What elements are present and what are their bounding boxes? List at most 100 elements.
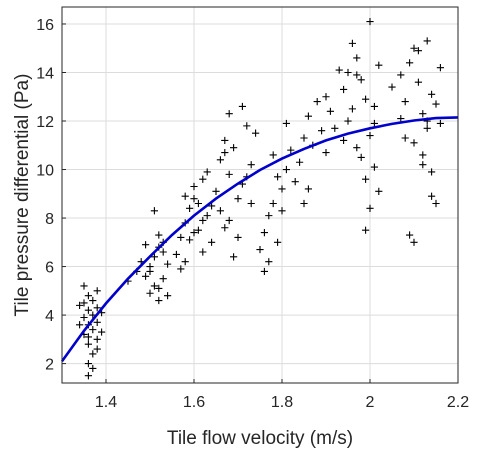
data-point: [423, 37, 431, 45]
y-axis-label: Tile pressure differential (Pa): [12, 74, 33, 317]
data-point: [76, 321, 84, 329]
data-point: [348, 39, 356, 47]
data-point: [89, 350, 97, 358]
data-point: [225, 170, 233, 178]
data-point: [84, 306, 92, 314]
axes-frame: [61, 6, 459, 384]
data-point: [304, 112, 312, 120]
data-point: [80, 282, 88, 290]
x-tick-label: 1.4: [95, 394, 117, 411]
data-point: [340, 85, 348, 94]
data-point: [428, 168, 436, 176]
data-point: [93, 304, 101, 312]
data-point: [282, 165, 290, 174]
data-point: [370, 102, 378, 111]
data-point: [432, 199, 440, 208]
data-point: [177, 265, 185, 273]
data-point: [89, 326, 97, 334]
data-point: [366, 131, 374, 140]
data-point: [388, 83, 396, 91]
data-point: [230, 144, 238, 152]
data-point: [194, 199, 202, 208]
data-point: [265, 258, 273, 266]
data-point: [291, 178, 299, 186]
data-point: [428, 90, 436, 98]
y-tick-label: 14: [36, 65, 54, 82]
data-point: [186, 204, 194, 212]
x-tick-label: 1.8: [271, 394, 293, 411]
data-point: [80, 313, 88, 322]
data-point: [155, 231, 163, 239]
data-point: [150, 253, 158, 261]
data-point: [142, 272, 150, 280]
data-point: [159, 275, 167, 283]
y-tick-label: 8: [45, 211, 54, 228]
data-point: [84, 359, 92, 368]
data-point: [247, 161, 255, 169]
data-point: [304, 185, 312, 193]
data-point: [357, 76, 365, 84]
data-point: [89, 296, 97, 305]
data-point: [278, 185, 286, 193]
data-point: [269, 151, 277, 159]
data-point: [322, 148, 330, 157]
data-point: [159, 248, 167, 256]
data-point: [322, 93, 330, 101]
data-point: [93, 287, 101, 295]
data-point: [84, 340, 92, 348]
data-point: [366, 204, 374, 212]
data-point: [397, 71, 405, 79]
data-point: [260, 267, 268, 276]
data-point: [247, 199, 255, 208]
x-tick-label: 2.2: [447, 394, 469, 411]
y-tick-label: 6: [45, 260, 54, 277]
x-axis-label: Tile flow velocity (m/s): [167, 428, 353, 449]
data-point: [190, 195, 198, 203]
data-point: [357, 153, 365, 161]
data-point: [287, 146, 295, 154]
data-point: [414, 78, 422, 86]
data-point: [208, 238, 216, 246]
data-point: [252, 129, 260, 137]
data-point: [410, 238, 418, 246]
data-point: [190, 229, 198, 237]
data-point: [436, 64, 444, 72]
data-point: [199, 248, 207, 256]
data-point: [155, 284, 163, 292]
data-point: [203, 212, 211, 220]
data-point: [278, 207, 286, 215]
data-point: [353, 71, 361, 79]
data-point: [164, 260, 172, 268]
data-point: [89, 364, 97, 373]
data-point: [410, 139, 418, 147]
data-point: [282, 119, 290, 128]
data-point: [194, 226, 202, 234]
data-point: [353, 144, 361, 152]
data-point: [340, 136, 348, 145]
data-point: [164, 292, 172, 300]
data-point: [370, 119, 378, 128]
data-point: [142, 241, 150, 249]
data-point: [401, 134, 409, 142]
data-point: [414, 47, 422, 55]
data-point: [150, 282, 158, 290]
data-point: [150, 207, 158, 215]
data-point: [98, 328, 106, 336]
data-point: [199, 175, 207, 183]
data-point: [84, 372, 92, 380]
y-tick-label: 12: [36, 114, 54, 131]
data-point: [274, 238, 282, 246]
data-point: [432, 100, 440, 108]
data-point: [265, 212, 273, 220]
data-point: [155, 296, 163, 305]
data-point: [216, 156, 224, 164]
axis-ticks: 1.4 1.6 1.8 2 2.2 2 4 6 8 10 12 14 16: [36, 17, 469, 411]
data-point: [243, 122, 251, 130]
data-point: [375, 61, 383, 69]
data-point: [256, 245, 264, 254]
data-point: [436, 119, 444, 128]
data-point: [366, 17, 374, 26]
data-point: [225, 110, 233, 118]
data-point: [177, 233, 185, 242]
data-point: [260, 229, 268, 237]
